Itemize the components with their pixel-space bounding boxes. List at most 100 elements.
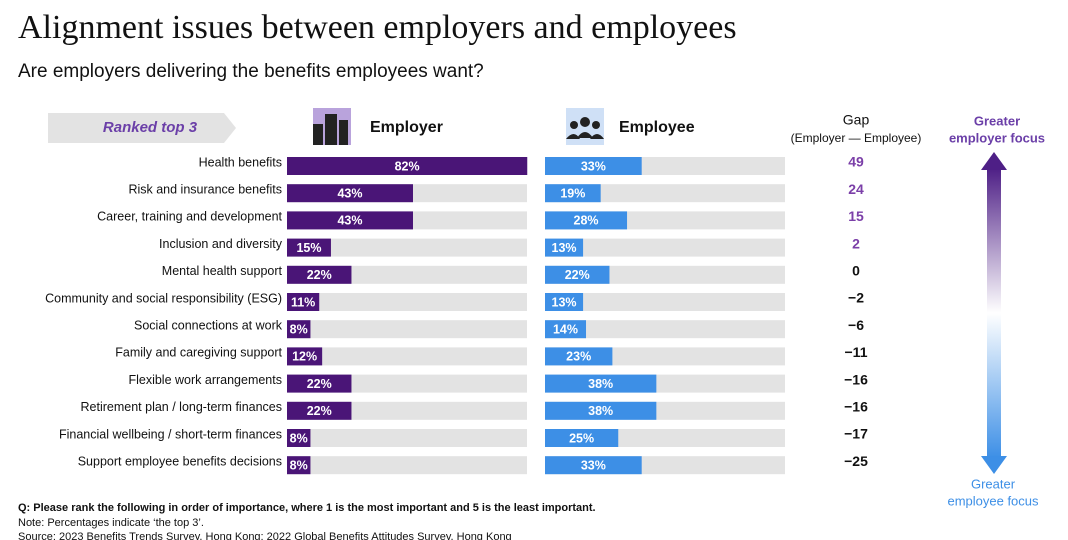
category-label: Career, training and development (97, 210, 282, 224)
bar-track (287, 429, 527, 447)
bar-value-label: 22% (307, 268, 332, 282)
bar (287, 347, 323, 366)
note: Q: Please rank the following in order of… (18, 502, 596, 514)
bar (545, 401, 657, 420)
bar-value-label: 23% (566, 350, 591, 364)
bar (287, 374, 352, 393)
bar-value-label: 33% (581, 159, 606, 173)
category-label: Risk and insurance benefits (128, 182, 282, 196)
bar-track (287, 347, 527, 366)
subtitle: Are employers delivering the benefits em… (18, 61, 484, 82)
annotation: Greater (971, 476, 1016, 491)
bar-value-label: 38% (588, 377, 613, 391)
gap-value: −11 (845, 344, 868, 360)
bar-value-label: 13% (552, 295, 577, 309)
bar (287, 157, 528, 175)
category-label: Retirement plan / long-term finances (81, 400, 282, 414)
bar (545, 238, 584, 257)
gap-value: 49 (848, 154, 864, 170)
bar (287, 211, 413, 230)
focus-arrow (981, 152, 1007, 474)
gap-value: −6 (848, 317, 864, 333)
bar (287, 293, 320, 311)
category-label: Support employee benefits decisions (78, 454, 282, 468)
bar (545, 456, 642, 475)
bar (545, 320, 587, 339)
employee-icon (566, 108, 604, 145)
annotation: Greater (974, 113, 1020, 128)
employee-header: Employee (619, 119, 695, 136)
bar (287, 456, 311, 475)
bar (545, 293, 584, 311)
employer-header: Employer (370, 119, 443, 136)
annotation: employee focus (947, 493, 1039, 508)
bar-value-label: 11% (291, 295, 315, 309)
gap-header: Gap (843, 112, 870, 128)
category-label: Family and caregiving support (115, 346, 282, 360)
bar-value-label: 8% (290, 322, 308, 336)
annotation: employer focus (949, 130, 1045, 145)
bar-value-label: 13% (552, 241, 577, 255)
bar (545, 184, 601, 203)
bar (545, 374, 657, 393)
category-label: Mental health support (162, 264, 283, 278)
bar-track (545, 320, 785, 339)
bar-value-label: 8% (290, 458, 308, 472)
bar (545, 429, 619, 447)
bar (545, 157, 642, 175)
gap-value: −2 (848, 290, 864, 306)
gap-subheader: (Employer — Employee) (791, 131, 922, 145)
category-label: Inclusion and diversity (159, 237, 283, 251)
category-label: Social connections at work (134, 318, 283, 332)
bar-track (287, 293, 527, 311)
category-label: Community and social responsibility (ESG… (45, 291, 282, 305)
bar-value-label: 82% (395, 159, 420, 173)
bar-value-label: 15% (296, 241, 321, 255)
gap-value: 2 (852, 235, 860, 251)
note: Note: Percentages indicate ‘the top 3’. (18, 517, 204, 529)
bar-value-label: 12% (292, 350, 317, 364)
bar-track (545, 238, 785, 257)
bar-value-label: 14% (553, 322, 578, 336)
gap-value: 0 (852, 263, 860, 279)
category-label: Health benefits (199, 155, 282, 169)
bar-value-label: 38% (588, 404, 613, 418)
bar (545, 211, 628, 230)
gap-value: 15 (848, 208, 864, 224)
gap-value: −17 (844, 426, 868, 442)
bar-value-label: 25% (569, 431, 594, 445)
rank-tab (48, 113, 236, 143)
note: Source: 2023 Benefits Trends Survey, Hon… (18, 531, 512, 540)
bar-track (545, 293, 785, 311)
bar-track (287, 238, 527, 257)
bar (287, 320, 311, 339)
bar (287, 238, 331, 257)
gap-value: 24 (848, 181, 864, 197)
bar-value-label: 43% (337, 186, 362, 200)
bar-value-label: 22% (307, 377, 332, 391)
bar-value-label: 22% (307, 404, 332, 418)
category-label: Flexible work arrangements (128, 373, 282, 387)
rank-label: Ranked top 3 (103, 119, 198, 136)
bar-value-label: 33% (581, 458, 606, 472)
category-label: Financial wellbeing / short-term finance… (59, 427, 282, 441)
employer-icon (313, 108, 351, 145)
gap-value: −16 (844, 371, 868, 387)
bar-value-label: 22% (565, 268, 590, 282)
bar (287, 401, 352, 420)
bar-track (545, 184, 785, 203)
bar-value-label: 28% (574, 214, 599, 228)
bar-value-label: 43% (337, 214, 362, 228)
bar-track (287, 456, 527, 475)
bar (287, 184, 413, 203)
bar-value-label: 8% (290, 431, 308, 445)
bar (287, 429, 311, 447)
title: Alignment issues between employers and e… (18, 9, 737, 46)
bar-track (287, 320, 527, 339)
gap-value: −16 (844, 399, 868, 415)
bar-value-label: 19% (560, 186, 585, 200)
bar (287, 265, 352, 284)
bar (545, 347, 613, 366)
